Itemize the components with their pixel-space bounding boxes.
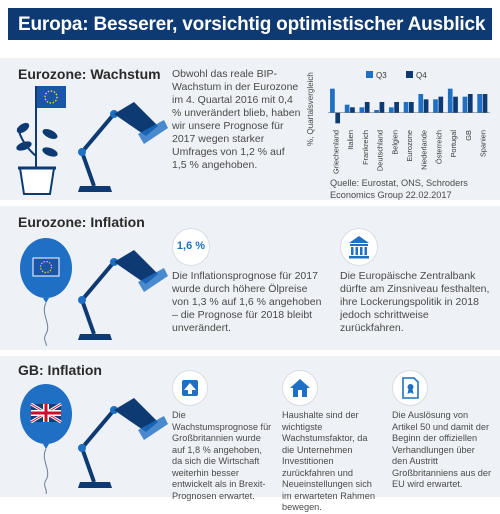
bar-q4-1 xyxy=(350,107,355,113)
bar-q4-6 xyxy=(423,99,429,113)
bar-q3-10 xyxy=(477,94,483,113)
arrow-up-icon-circle xyxy=(172,370,208,406)
legend-label-q3: Q3 xyxy=(376,71,387,80)
bar-q3-8 xyxy=(447,88,453,113)
gb-text3: Die Auslösung von Artikel 50 und damit d… xyxy=(392,410,492,489)
section-inflation: Eurozone: Inflation 1,6 % Die Inflations… xyxy=(0,206,500,350)
bar-q4-0 xyxy=(335,112,341,124)
category-label-1: Italien xyxy=(346,130,355,150)
inflation-badge: 1,6 % xyxy=(172,228,210,266)
growth-title: Eurozone: Wachstum xyxy=(18,66,161,82)
title-bar xyxy=(8,8,492,40)
category-label-2: Frankreich xyxy=(361,130,370,165)
category-label-4: Belgien xyxy=(390,130,399,155)
category-label-8: Portugal xyxy=(449,130,458,158)
legend-swatch-q3 xyxy=(366,71,373,78)
growth-chart: %, Quartalsvergleich Q3 Q4 Griechenland Ital… xyxy=(306,71,490,174)
bar-q4-4 xyxy=(394,102,399,113)
chart-source-line2: Economics Group 22.02.2017 xyxy=(330,189,452,200)
euro-balloon-icon xyxy=(20,238,72,346)
legend-label-q4: Q4 xyxy=(416,71,427,80)
category-label-3: Deutschland xyxy=(376,130,385,171)
bank-icon xyxy=(349,236,369,259)
house-icon xyxy=(290,379,310,397)
bar-q4-10 xyxy=(482,94,488,113)
inflation-badge-value: 1,6 % xyxy=(176,240,206,252)
category-label-0: Griechenland xyxy=(331,130,340,174)
document-icon-circle xyxy=(392,370,428,406)
bar-q3-2 xyxy=(359,107,365,113)
bar-q4-2 xyxy=(364,102,370,113)
bar-q3-9 xyxy=(462,96,468,113)
category-label-7: Österreich xyxy=(434,130,443,164)
bar-q4-8 xyxy=(453,96,458,113)
chart-source-line1: Quelle: Eurostat, ONS, Schroders xyxy=(330,178,468,188)
arrow-up-icon xyxy=(182,380,198,396)
inflation-text2: Die Europäische Zentralbank dürfte am Zi… xyxy=(340,270,490,334)
category-label-9: GB xyxy=(464,130,473,141)
bar-q3-7 xyxy=(433,99,438,113)
inflation-title: Eurozone: Inflation xyxy=(18,214,145,230)
bar-q3-6 xyxy=(418,94,424,113)
euro-plant-icon xyxy=(16,86,66,195)
y-axis-label: %, Quartalsvergleich xyxy=(306,72,315,146)
gb-text2: Haushalte sind der wichtigste Wachstumsf… xyxy=(282,410,375,512)
desk-lamp-icon-3 xyxy=(78,398,168,488)
gb-title: GB: Inflation xyxy=(18,362,102,378)
bar-q3-3 xyxy=(374,110,379,113)
category-label-6: Niederlande xyxy=(420,130,429,170)
growth-text: Obwohl das reale BIP-Wachstum in der Eur… xyxy=(172,68,301,171)
uk-balloon-icon xyxy=(20,384,72,494)
category-label-10: Spanien xyxy=(479,130,488,157)
header: Europa: Besserer, vorsichtig optimistisc… xyxy=(0,0,500,46)
category-label-5: Eurozone xyxy=(405,130,414,162)
section-gb: GB: Inflation Die Wachstumsprognose für … xyxy=(0,356,500,512)
chart-source: Quelle: Eurostat, ONS, Schroders Economi… xyxy=(330,178,495,201)
section-growth: Eurozone: Wachstum Obwohl das reale BIP-… xyxy=(0,58,500,200)
house-icon-circle xyxy=(282,370,318,406)
bar-q4-9 xyxy=(467,94,473,113)
gb-text1: Die Wachstumsprognose für Großbritannien… xyxy=(172,410,272,501)
bank-icon-circle xyxy=(340,228,378,266)
bar-q3-4 xyxy=(388,107,394,113)
document-icon xyxy=(402,377,419,399)
bar-q3-5 xyxy=(403,102,409,113)
inflation-text1: Die Inflationsprognose für 2017 wurde du… xyxy=(172,270,322,334)
legend-swatch-q4 xyxy=(406,71,413,78)
bar-q3-1 xyxy=(344,104,350,113)
page-title: Europa: Besserer, vorsichtig optimistisc… xyxy=(18,14,486,35)
bar-q4-3 xyxy=(379,102,385,113)
bar-q4-5 xyxy=(409,102,414,113)
bar-q3-0 xyxy=(330,88,335,113)
bar-q4-7 xyxy=(438,96,444,113)
desk-lamp-icon-2 xyxy=(78,250,168,340)
desk-lamp-icon xyxy=(78,102,168,192)
